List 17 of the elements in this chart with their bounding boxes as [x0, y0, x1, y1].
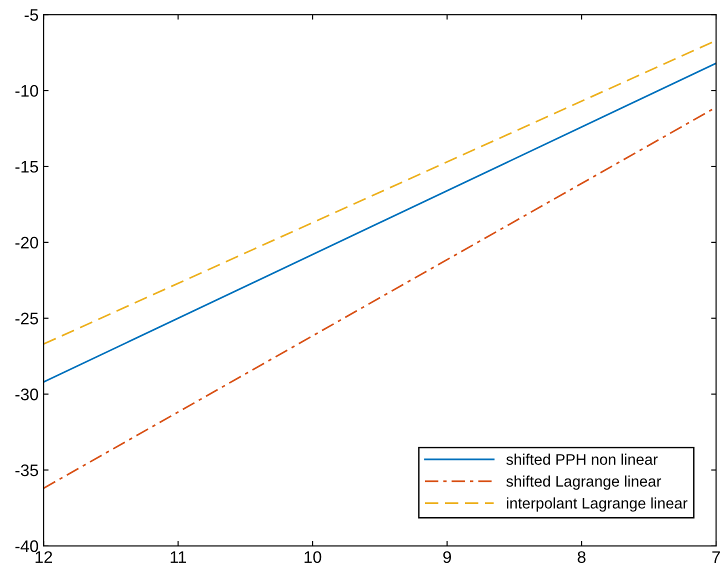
y-tick-label: -40	[15, 540, 38, 552]
y-tick-label: -5	[24, 9, 38, 21]
x-tick-label: 8	[578, 551, 586, 564]
y-tick-label: -10	[15, 84, 38, 97]
x-tick-label: 11	[170, 551, 186, 563]
x-tick-label: 12	[36, 551, 52, 563]
x-tick-label: 9	[443, 551, 451, 564]
y-tick-label: -20	[15, 236, 38, 249]
y-tick-label: -30	[15, 388, 38, 400]
legend-label: shifted Lagrange linear	[506, 476, 662, 490]
x-tick-label: 7	[712, 551, 720, 563]
legend-label: interpolant Lagrange linear	[506, 497, 688, 512]
y-tick-label: -15	[15, 161, 38, 173]
y-tick-label: -35	[15, 464, 38, 476]
x-tick-label: 10	[304, 551, 322, 564]
legend-label: shifted PPH non linear	[506, 454, 658, 465]
y-tick-label: -25	[15, 312, 38, 324]
